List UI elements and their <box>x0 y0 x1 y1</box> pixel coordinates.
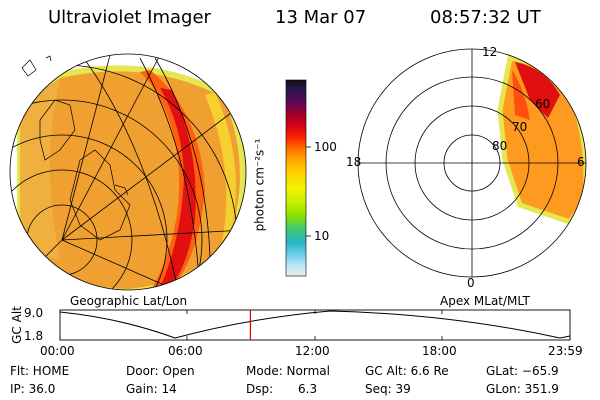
status-glon: GLon: 351.9 <box>486 382 559 396</box>
altitude-ytick-top: 9.0 <box>24 306 44 320</box>
altitude-ytick-bottom: 1.8 <box>24 329 44 343</box>
mlat-label-80: 80 <box>492 139 508 153</box>
colorbar-tick-100: 100 <box>314 140 337 154</box>
status-dsp-value: 6.3 <box>298 382 318 396</box>
colorbar-tick-10: 10 <box>314 229 330 243</box>
altitude-curve <box>59 310 571 339</box>
colorbar-label: photon cm⁻²s⁻¹ <box>252 138 267 232</box>
instrument-title: Ultraviolet Imager <box>48 7 211 28</box>
status-mode: Mode: Normal <box>246 364 330 378</box>
mlt-label-18: 18 <box>346 155 362 169</box>
colorbar <box>285 79 311 277</box>
status-gain: Gain: 14 <box>126 382 177 396</box>
mlt-label-12: 12 <box>482 45 498 59</box>
time-tick-0000: 00:00 <box>40 344 75 358</box>
time-tick-2359: 23:59 <box>548 344 583 358</box>
status-seq: Seq: 39 <box>365 382 411 396</box>
status-glat: GLat: −65.9 <box>486 364 559 378</box>
status-gc-alt: GC Alt: 6.6 Re <box>365 364 449 378</box>
date-label: 13 Mar 07 <box>275 7 367 28</box>
status-flight: Flt: HOME <box>10 364 70 378</box>
apex-polar-plot <box>357 48 587 278</box>
mlat-label-70: 70 <box>512 120 528 134</box>
altitude-ylabel: GC Alt <box>9 306 24 344</box>
geographic-caption: Geographic Lat/Lon <box>70 294 188 308</box>
status-door: Door: Open <box>126 364 195 378</box>
status-dsp-label: Dsp: <box>246 382 274 396</box>
geographic-image <box>9 53 247 291</box>
time-tick-0600: 06:00 <box>168 344 203 358</box>
time-tick-1800: 18:00 <box>422 344 457 358</box>
mlat-label-60: 60 <box>535 97 551 111</box>
time-tick-1200: 12:00 <box>295 344 330 358</box>
mlt-label-0: 0 <box>467 276 475 290</box>
apex-caption: Apex MLat/MLT <box>440 294 530 308</box>
mlt-label-6: 6 <box>577 155 585 169</box>
altitude-plot <box>59 309 571 341</box>
status-ip: IP: 36.0 <box>10 382 56 396</box>
time-label: 08:57:32 UT <box>430 7 541 28</box>
